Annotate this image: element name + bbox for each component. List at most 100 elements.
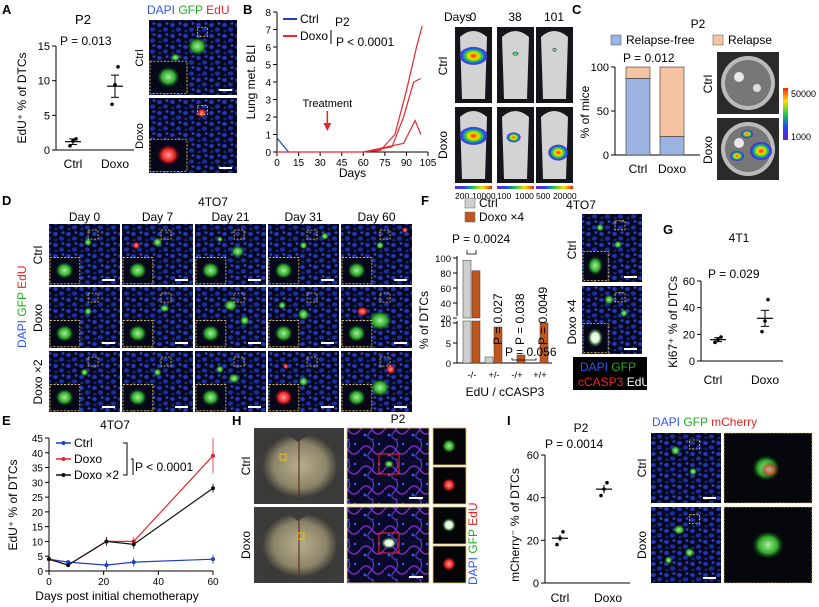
panel-title: 4TO7 [566, 198, 596, 212]
tick-label: 35 [32, 464, 44, 475]
cell [670, 445, 681, 456]
axis-label: EdU⁺ % of DTCs [15, 52, 29, 143]
column-label: Day 60 [357, 210, 395, 224]
cell [170, 53, 181, 62]
stain-gfp: GFP [608, 360, 636, 374]
cell [84, 307, 93, 316]
axis-label: mCherry⁻ % of DTCs [508, 468, 522, 582]
panel-letter: B [243, 2, 252, 17]
cell [84, 238, 93, 247]
inset-cell [55, 261, 74, 279]
zoom-channel-image [432, 427, 467, 466]
micrograph-d-r0-c4 [341, 224, 412, 285]
inset-cell [128, 324, 147, 342]
legend-swatch-relapse-free [610, 34, 622, 46]
p-value: P = 0.012 [623, 51, 675, 65]
legend-label: Doxo ×4 [479, 210, 524, 224]
row-label: Ctrl [239, 457, 253, 476]
zoom-box [160, 229, 172, 240]
panel-title: P2 [391, 412, 406, 426]
cell [614, 240, 622, 249]
panel-title: P2 [75, 12, 91, 27]
panel-letter: G [663, 222, 673, 237]
bli-mouse-image [536, 107, 573, 183]
micrograph-d-r0-c0 [49, 224, 120, 285]
cell [376, 241, 385, 250]
cell [297, 308, 310, 321]
tick-label: 0 [37, 567, 43, 578]
micrograph-a-ctrl [149, 20, 237, 95]
bli-signal [750, 142, 772, 160]
inset-cell [587, 256, 603, 276]
lung-tissue [262, 433, 338, 498]
bli-signal [512, 51, 519, 56]
tick-label: 30 [32, 478, 44, 489]
legend-swatch-ctrl [464, 197, 476, 209]
legend-label: Doxo [300, 29, 328, 43]
scale-label: 50000 [791, 89, 816, 99]
p-value: P = 0.0024 [452, 232, 510, 246]
bar [516, 354, 526, 364]
stain-dapi: DAPI [15, 320, 29, 348]
micrograph-d-r1-c4 [341, 287, 412, 348]
cell [132, 241, 141, 250]
data-point [66, 563, 71, 568]
micrograph-d-r0-c3 [268, 224, 339, 285]
panel-title: 4T1 [729, 231, 750, 245]
legend-marker [61, 457, 66, 461]
bli-signal [552, 47, 557, 52]
mouse-silhouette [460, 31, 487, 99]
tick-label: 60 [527, 450, 539, 462]
bli-signal [548, 144, 569, 161]
inset-panel [122, 257, 154, 285]
p-value: P = 0.029 [708, 267, 760, 281]
inset-cell [156, 66, 180, 88]
series-line-2 [48, 487, 214, 566]
cell [684, 547, 695, 558]
cell [689, 467, 697, 476]
panel-letter: F [421, 193, 429, 208]
lung-lobe [734, 72, 744, 82]
legend-swatch-relapse [712, 34, 724, 46]
tick-label: 40 [440, 299, 451, 310]
cell [442, 478, 456, 492]
stain-ccasp3: cCASP3 [578, 375, 624, 389]
column-label: Day 21 [211, 210, 249, 224]
tick-label: 80 [440, 269, 451, 280]
tick-label: 20 [683, 329, 695, 341]
axis-label: % of DTCs [417, 291, 431, 349]
legend-label: Relapse-free [626, 33, 695, 47]
lung-lobe [734, 138, 744, 148]
panel-title: P2 [335, 15, 350, 29]
cell [187, 37, 208, 56]
cell [152, 237, 163, 248]
inset-cell [201, 261, 220, 279]
tick-label: 15 [38, 41, 50, 53]
cell [80, 368, 89, 377]
tick-label: 15 [32, 523, 44, 534]
cell [228, 373, 241, 384]
panel-letter: E [2, 413, 11, 428]
cell [159, 304, 170, 313]
row-label: Doxo ×4 [565, 299, 579, 344]
inset-cell [201, 388, 220, 406]
tick-label: 105 [420, 158, 437, 169]
zoom-box [297, 532, 305, 540]
cell [385, 364, 396, 375]
zoom-box [87, 356, 99, 367]
row-label: Doxo [134, 123, 146, 149]
stain-legend: cCASP3 EdU [578, 375, 650, 389]
zoom-box [87, 229, 99, 240]
category-label: Ctrl [704, 373, 723, 387]
cell [761, 462, 779, 478]
color-scale [783, 88, 788, 140]
zoom-box [379, 356, 391, 367]
row-label: Ctrl [565, 241, 579, 260]
stain-dapi: DAPI [466, 557, 480, 585]
tick-label: 60 [440, 284, 451, 295]
cell [230, 245, 245, 258]
tick-label: 5 [446, 339, 451, 350]
stain-gfp: GFP [466, 529, 480, 557]
inset-cell [347, 388, 366, 406]
tick-label: 25 [32, 493, 44, 504]
